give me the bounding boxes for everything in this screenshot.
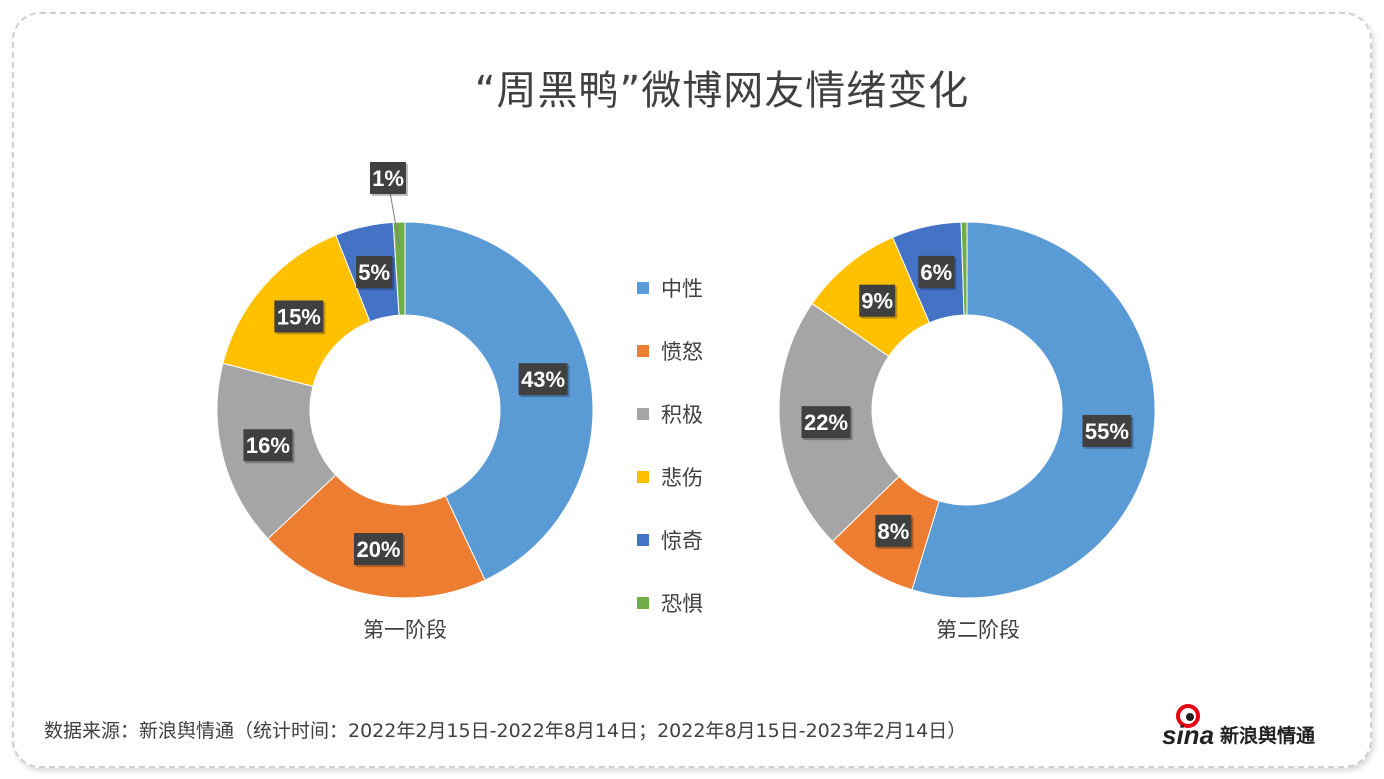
data-label-box xyxy=(356,255,393,288)
legend-swatch xyxy=(637,533,649,546)
data-label: 5% xyxy=(358,260,390,285)
data-label-box xyxy=(859,284,896,317)
legend-item: 中性 xyxy=(637,256,703,319)
legend-item: 恐惧 xyxy=(637,571,703,634)
legend-item: 悲伤 xyxy=(637,445,703,508)
data-label: 9% xyxy=(861,289,893,314)
legend-label: 恐惧 xyxy=(661,591,703,616)
svg-text:sina: sina xyxy=(1162,720,1214,750)
data-source-note: 数据来源：新浪舆情通（统计时间：2022年2月15日-2022年8月14日；20… xyxy=(44,720,967,742)
data-label: 6% xyxy=(920,260,952,285)
legend-item: 积极 xyxy=(637,382,703,445)
data-label: 8% xyxy=(877,519,909,544)
data-label: 1% xyxy=(372,166,404,191)
data-label-box xyxy=(518,363,568,396)
data-label-box xyxy=(918,255,955,288)
legend: 中性 愤怒 积极 悲伤 惊奇 恐惧 xyxy=(637,256,703,634)
legend-swatch xyxy=(637,344,649,357)
svg-text:新浪舆情通: 新浪舆情通 xyxy=(1220,724,1316,747)
data-label-box xyxy=(1082,414,1132,447)
data-label: 22% xyxy=(804,410,848,435)
data-label-box xyxy=(875,514,912,547)
data-label: 15% xyxy=(277,304,321,329)
data-label-box xyxy=(801,406,851,439)
legend-swatch xyxy=(637,407,649,420)
leader-line xyxy=(389,191,401,249)
donut-slice-恐惧 xyxy=(392,221,406,316)
data-label-box xyxy=(274,300,324,333)
donut-slice-中性 xyxy=(911,221,1156,599)
legend-swatch xyxy=(637,596,649,609)
chart-frame xyxy=(12,12,1372,768)
sina-eye-icon: sina 新浪舆情通 xyxy=(1162,704,1316,750)
data-label-box xyxy=(370,162,406,194)
legend-item: 惊奇 xyxy=(637,508,703,571)
data-label: 43% xyxy=(521,367,565,392)
legend-label: 愤怒 xyxy=(661,339,703,364)
donut-slice-中性 xyxy=(404,221,594,581)
data-label: 55% xyxy=(1085,419,1129,444)
legend-label: 中性 xyxy=(661,276,703,301)
legend-swatch xyxy=(637,281,649,294)
donut-slice-恐惧 xyxy=(960,221,968,316)
data-label: 16% xyxy=(246,433,290,458)
legend-item: 愤怒 xyxy=(637,319,703,382)
legend-label: 惊奇 xyxy=(661,528,703,553)
data-label-box xyxy=(353,532,403,565)
stage-2-label: 第二阶段 xyxy=(936,618,1020,642)
legend-label: 积极 xyxy=(661,402,703,427)
chart-title: “周黑鸭”微博网友情绪变化 xyxy=(474,68,970,114)
data-label-box xyxy=(243,429,293,462)
sina-logo: sina 新浪舆情通 xyxy=(1160,700,1340,754)
legend-label: 悲伤 xyxy=(661,465,703,490)
stage-1-label: 第一阶段 xyxy=(363,618,447,642)
data-label: 20% xyxy=(356,537,400,562)
legend-swatch xyxy=(637,470,649,483)
